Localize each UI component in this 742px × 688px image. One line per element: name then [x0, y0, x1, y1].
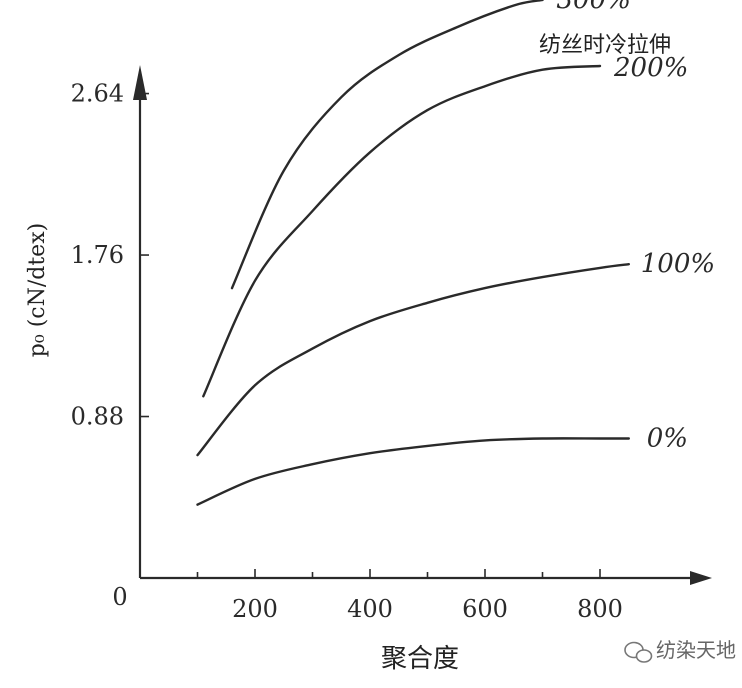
watermark-text: 纺染天地: [656, 638, 736, 662]
x-axis-arrow-icon: [690, 571, 712, 585]
series-line-300pct: [230, 0, 544, 290]
series-label-100pct: 100%: [641, 249, 715, 279]
series-labels: 300% 200% 100% 0%: [557, 0, 716, 454]
watermark: 纺染天地: [624, 638, 736, 663]
x-ticks: 200 400 600 800: [196, 569, 623, 623]
wechat-icon: [624, 641, 653, 663]
y-tick-label: 2.64: [71, 80, 124, 108]
x-tick-label: 600: [462, 595, 508, 623]
y-axis-arrow-icon: [133, 65, 147, 100]
x-tick-label: 400: [347, 595, 393, 623]
x-tick-label: 800: [577, 595, 623, 623]
series-label-300pct: 300%: [557, 0, 631, 15]
y-tick-label: 0.88: [71, 403, 124, 431]
y-ticks: 0.88 1.76 2.64: [71, 80, 149, 431]
series-line-200pct: [202, 64, 602, 398]
origin-label: 0: [112, 583, 127, 611]
y-axis-title: p₀ (cN/dtex): [25, 223, 50, 357]
series-line-100pct: [196, 263, 630, 457]
legend-title: 纺丝时冷拉伸: [539, 33, 671, 58]
series-curves: [196, 0, 630, 506]
series-label-200pct: 200%: [613, 53, 688, 83]
series-label-0pct: 0%: [647, 424, 688, 454]
series-line-0pct: [196, 437, 630, 506]
x-axis-title: 聚合度: [381, 644, 459, 674]
axes: [133, 65, 712, 585]
x-tick-label: 200: [232, 595, 278, 623]
y-tick-label: 1.76: [71, 241, 124, 269]
